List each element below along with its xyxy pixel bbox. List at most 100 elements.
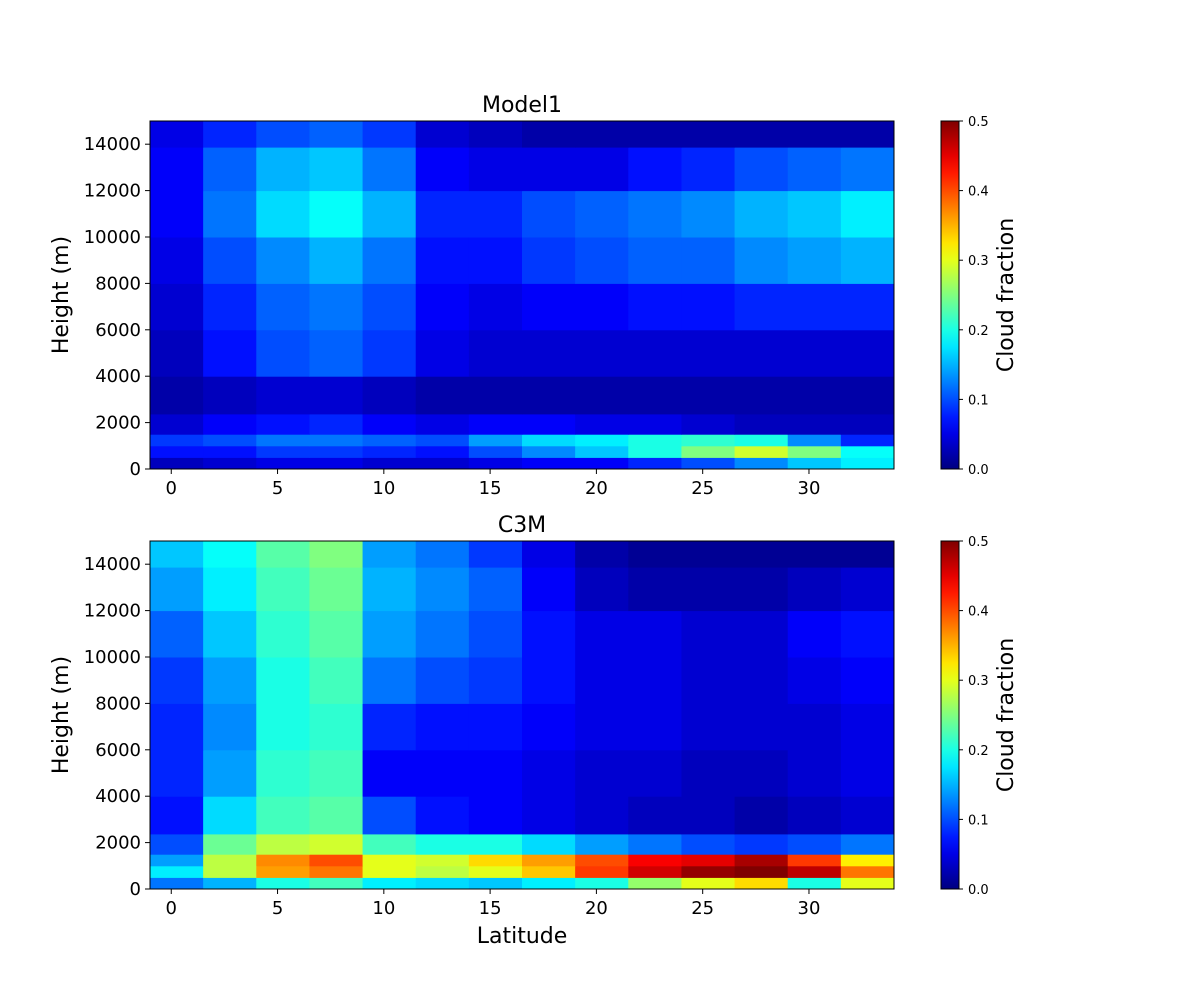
heatmap-cell xyxy=(734,796,789,835)
heatmap-cell xyxy=(309,567,364,612)
heatmap-cell xyxy=(575,657,629,704)
heatmap-cell xyxy=(203,833,257,855)
heatmap-cell xyxy=(203,413,257,435)
heatmap-cell xyxy=(787,413,842,435)
y-tick-label: 0 xyxy=(130,459,141,480)
heatmap-cell xyxy=(840,833,895,855)
x-tick-label: 5 xyxy=(272,478,283,499)
heatmap-cell xyxy=(150,877,204,890)
heatmap-cell xyxy=(734,445,789,458)
colorbar: 0.0 0.1 0.2 0.3 0.4 0.5 Cloud fraction xyxy=(940,115,1019,478)
heatmap-cell xyxy=(787,147,842,192)
heatmap-cell xyxy=(575,376,629,415)
heatmap-cell xyxy=(522,610,576,658)
heatmap-cell xyxy=(362,376,417,415)
heatmap-cell xyxy=(840,749,895,797)
heatmap-cell xyxy=(787,434,842,447)
heatmap-cell xyxy=(522,657,576,704)
heatmap-cell xyxy=(522,865,576,878)
heatmap-cell xyxy=(362,434,417,447)
heatmap-cell xyxy=(150,610,204,658)
heatmap-cell xyxy=(150,703,204,751)
heatmap-cell xyxy=(681,329,736,377)
heatmap-cell xyxy=(150,567,204,612)
heatmap-cell xyxy=(256,413,310,435)
heatmap-cell xyxy=(575,413,629,435)
heatmap-panel-2: C3M 0 5 10 15 20 25 30 0 2000 4000 6000 8000 10000 120… xyxy=(49,513,1019,949)
heatmap-cell xyxy=(362,237,417,284)
heatmap-cell xyxy=(681,190,736,238)
heatmap-cell xyxy=(522,541,576,568)
heatmap-cell xyxy=(840,854,895,867)
heatmap-cell xyxy=(256,283,310,331)
y-tick-label: 8000 xyxy=(95,693,141,714)
heatmap-cell xyxy=(681,434,736,447)
heatmap-cell xyxy=(362,833,417,855)
heatmap-cell xyxy=(681,865,736,878)
heatmap-cell xyxy=(256,833,310,855)
chart-title: C3M xyxy=(498,513,546,538)
y-tick-label: 2000 xyxy=(95,833,141,854)
x-tick-label: 5 xyxy=(272,898,283,919)
heatmap-cell xyxy=(628,833,682,855)
heatmap-cell xyxy=(150,833,204,855)
heatmap-cell xyxy=(840,877,895,890)
heatmap-cell xyxy=(787,457,842,470)
heatmap-cell xyxy=(628,445,682,458)
heatmap-cell xyxy=(309,376,364,415)
colorbar-tick-label: 0.1 xyxy=(968,393,989,408)
heatmap-cell xyxy=(256,567,310,612)
heatmap-cell xyxy=(681,703,736,751)
heatmap-cell xyxy=(840,865,895,878)
heatmap-cell xyxy=(575,445,629,458)
heatmap-cell xyxy=(362,854,417,867)
heatmap-cell xyxy=(681,749,736,797)
heatmap-cell xyxy=(840,329,895,377)
heatmap-cell xyxy=(734,877,789,890)
heatmap-cell xyxy=(681,833,736,855)
heatmap-cell xyxy=(415,237,470,284)
colorbar-tick-label: 0.5 xyxy=(968,535,989,550)
heatmap-cell xyxy=(734,657,789,704)
heatmap-cell xyxy=(787,865,842,878)
heatmap-cell xyxy=(522,796,576,835)
heatmap-cell xyxy=(787,854,842,867)
heatmap-cell xyxy=(628,283,682,331)
heatmap-cell xyxy=(734,567,789,612)
heatmap-cell xyxy=(734,541,789,568)
heatmap-cell xyxy=(734,833,789,855)
heatmap-cell xyxy=(150,121,204,148)
x-tick-label: 20 xyxy=(585,898,608,919)
heatmap-cell xyxy=(203,749,257,797)
heatmap-cell xyxy=(681,147,736,192)
heatmap-cell xyxy=(734,413,789,435)
heatmap-cell xyxy=(787,657,842,704)
heatmap-panel-1: Model1 0 5 10 15 20 25 30 0 2000 4000 6000 8000 10000… xyxy=(49,93,1019,499)
heatmap-cell xyxy=(203,703,257,751)
heatmap-cell xyxy=(575,610,629,658)
y-axis-label: Height (m) xyxy=(49,236,74,354)
heatmap-cell xyxy=(522,376,576,415)
heatmap-cell xyxy=(309,833,364,855)
heatmap-cell xyxy=(522,237,576,284)
heatmap-cell xyxy=(309,413,364,435)
heatmap-cell xyxy=(787,329,842,377)
heatmap-cell xyxy=(415,121,470,148)
heatmap-cell xyxy=(256,147,310,192)
heatmap-cell xyxy=(203,434,257,447)
heatmap-cell xyxy=(734,434,789,447)
heatmap-cell xyxy=(203,610,257,658)
heatmap-cell xyxy=(522,749,576,797)
heatmap-cell xyxy=(575,877,629,890)
heatmap-cell xyxy=(787,283,842,331)
heatmap-cell xyxy=(256,121,310,148)
heatmap-cell xyxy=(415,541,470,568)
heatmap-cell xyxy=(150,865,204,878)
heatmap-cell xyxy=(840,610,895,658)
heatmap-cell xyxy=(840,376,895,415)
heatmap-cell xyxy=(415,434,470,447)
heatmap-cell xyxy=(468,865,523,878)
heatmap-cell xyxy=(787,190,842,238)
heatmap-cell xyxy=(575,457,629,470)
heatmap-cell xyxy=(362,121,417,148)
